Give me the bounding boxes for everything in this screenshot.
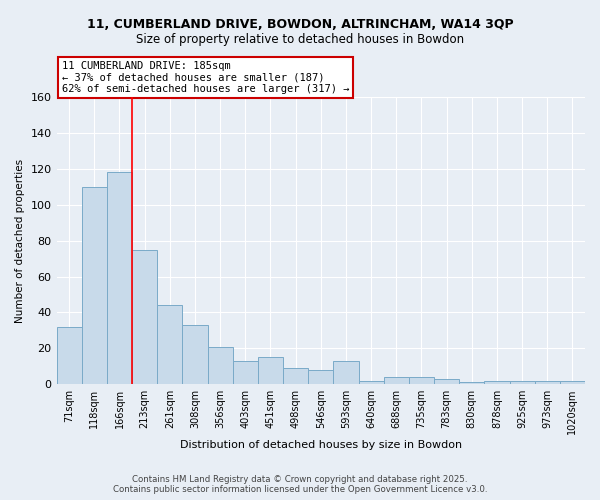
Bar [182, 325, 208, 384]
Bar [82, 187, 107, 384]
Bar [409, 377, 434, 384]
Bar [107, 172, 132, 384]
Bar [434, 379, 459, 384]
Bar [283, 368, 308, 384]
Bar [132, 250, 157, 384]
Bar [233, 361, 258, 384]
Y-axis label: Number of detached properties: Number of detached properties [15, 158, 25, 322]
Bar [459, 382, 484, 384]
Bar [308, 370, 334, 384]
Text: Size of property relative to detached houses in Bowdon: Size of property relative to detached ho… [136, 32, 464, 46]
Bar [359, 380, 383, 384]
Text: 11, CUMBERLAND DRIVE, BOWDON, ALTRINCHAM, WA14 3QP: 11, CUMBERLAND DRIVE, BOWDON, ALTRINCHAM… [86, 18, 514, 30]
Bar [383, 377, 409, 384]
Bar [56, 327, 82, 384]
X-axis label: Distribution of detached houses by size in Bowdon: Distribution of detached houses by size … [180, 440, 462, 450]
Bar [334, 361, 359, 384]
Bar [258, 358, 283, 384]
Bar [484, 380, 509, 384]
Bar [560, 380, 585, 384]
Bar [535, 380, 560, 384]
Bar [157, 305, 182, 384]
Bar [208, 346, 233, 384]
Bar [509, 380, 535, 384]
Text: 11 CUMBERLAND DRIVE: 185sqm
← 37% of detached houses are smaller (187)
62% of se: 11 CUMBERLAND DRIVE: 185sqm ← 37% of det… [62, 61, 349, 94]
Text: Contains HM Land Registry data © Crown copyright and database right 2025.
Contai: Contains HM Land Registry data © Crown c… [113, 474, 487, 494]
